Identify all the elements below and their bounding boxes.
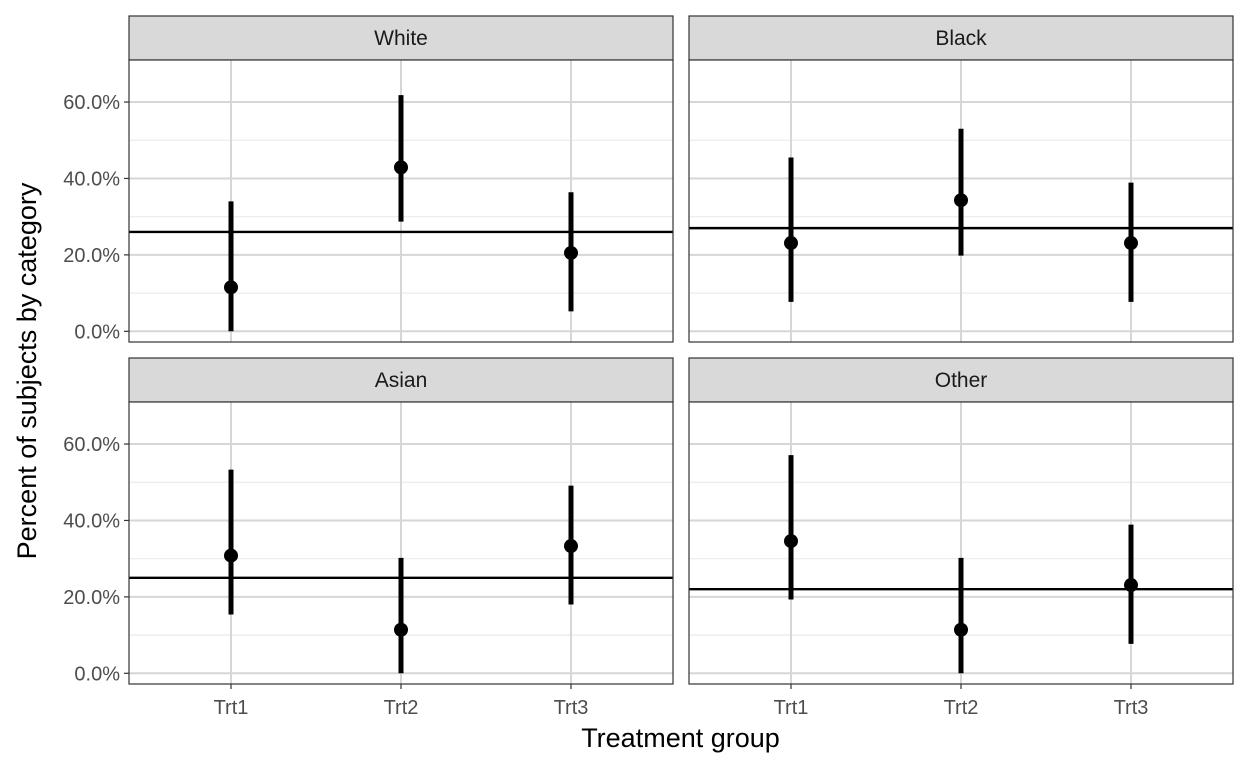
x-tick-label: Trt1	[774, 697, 809, 719]
x-tick-label: Trt2	[944, 697, 979, 719]
panel-border	[128, 59, 674, 343]
data-point	[394, 160, 408, 175]
facet-strip-label: White	[374, 27, 428, 50]
facet-strip-label: Asian	[375, 369, 428, 392]
facet-panel-black: Black	[688, 15, 1234, 343]
x-axis-title: Treatment group	[581, 723, 780, 753]
data-point	[1124, 578, 1138, 593]
y-tick-label: 20.0%	[63, 587, 120, 609]
facet-strip	[128, 15, 674, 61]
facet-panel-asian: Asian 0.0% 20.0% 40.0% 60.0% Trt1 Trt2 Trt3	[63, 357, 674, 719]
data-point	[564, 539, 578, 554]
y-tick-label: 40.0%	[63, 510, 120, 532]
facet-strip	[128, 357, 674, 403]
panel-border	[128, 401, 674, 685]
x-tick-label: Trt1	[214, 697, 249, 719]
y-tick-label: 40.0%	[63, 168, 120, 190]
panel-border	[688, 59, 1234, 343]
y-axis-title: Percent of subjects by category	[12, 182, 42, 559]
data-point	[394, 622, 408, 637]
data-point	[564, 245, 578, 260]
y-tick-label: 60.0%	[63, 92, 120, 114]
y-tick-label: 60.0%	[63, 434, 120, 456]
data-point	[954, 193, 968, 208]
data-point	[224, 280, 238, 295]
x-tick-label: Trt3	[554, 697, 589, 719]
facets: White 0.0% 20.0% 40.0% 60.0% Black Asian 0.0% 20…	[63, 15, 1234, 719]
y-tick-label: 0.0%	[74, 321, 120, 343]
data-point	[784, 236, 798, 251]
data-point	[954, 622, 968, 637]
x-tick-label: Trt2	[384, 697, 419, 719]
data-point	[1124, 236, 1138, 251]
y-tick-label: 0.0%	[74, 663, 120, 685]
facet-panel-other: Other Trt1 Trt2 Trt3	[688, 357, 1234, 719]
data-point	[224, 548, 238, 563]
facet-strip	[688, 357, 1234, 403]
facet-strip-label: Black	[935, 27, 987, 50]
y-tick-label: 20.0%	[63, 245, 120, 267]
data-point	[784, 534, 798, 549]
facet-strip	[688, 15, 1234, 61]
facet-strip-label: Other	[935, 369, 988, 392]
x-tick-label: Trt3	[1114, 697, 1149, 719]
facet-panel-white: White 0.0% 20.0% 40.0% 60.0%	[63, 15, 674, 343]
panel-border	[688, 401, 1234, 685]
